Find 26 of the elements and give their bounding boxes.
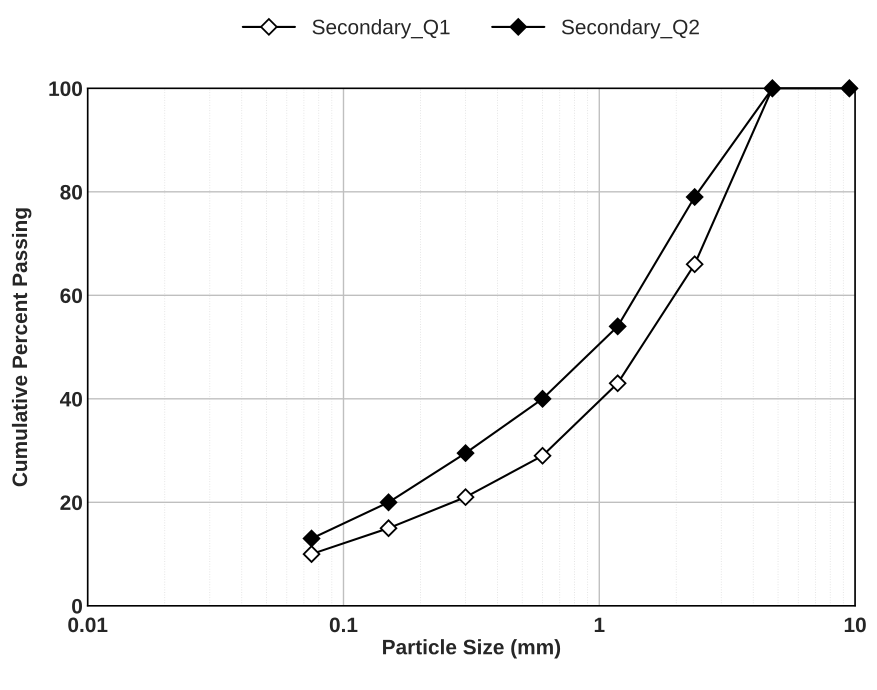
y-tick-label: 40 [60,392,82,407]
y-tick-label: 80 [60,184,82,200]
point [302,545,320,563]
x-tick-label: 0.01 [68,617,108,632]
point [380,519,398,537]
y-tick-label: 60 [60,288,82,304]
legend-label: Secondary_Q1 [312,19,450,39]
x-tick-label: 10 [844,617,866,632]
point [608,374,626,392]
y-tick-label: 0 [72,598,82,614]
y-tick-label: 20 [60,495,82,510]
point [686,256,704,274]
point [456,444,474,462]
point [686,188,704,206]
point [534,390,552,408]
y-axis-title: Cumulative Percent Passing [12,208,32,486]
point [380,494,398,512]
x-tick-label: 1 [594,618,604,632]
y-tick-label: 100 [49,81,82,96]
x-tick-label: 0.1 [330,617,358,632]
legend-label: Secondary_Q2 [562,19,699,39]
point [608,318,626,336]
point [302,530,320,548]
x-axis-title: Particle Size (mm) [383,639,560,659]
point [456,488,474,506]
point [534,446,552,465]
